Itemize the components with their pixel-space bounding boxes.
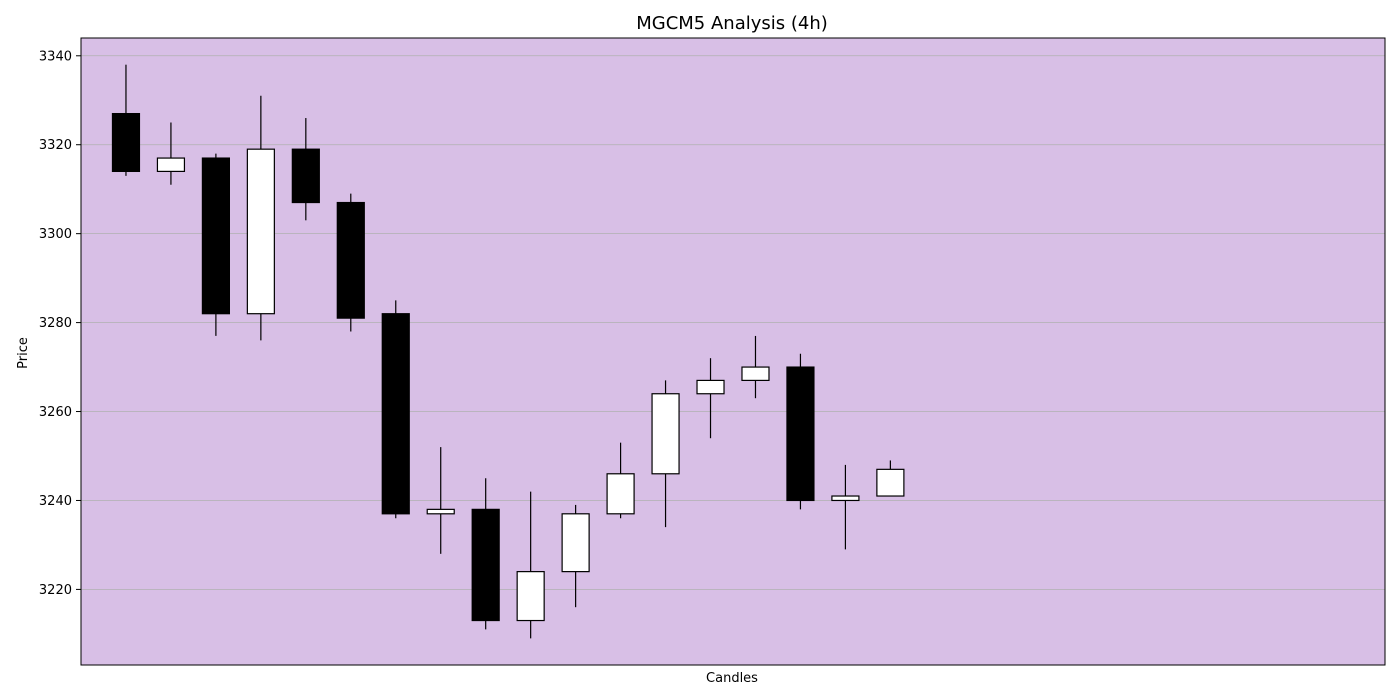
candle-up bbox=[741, 335, 770, 399]
candle-body bbox=[606, 473, 635, 515]
candle-down bbox=[111, 64, 141, 176]
candle-down bbox=[471, 478, 500, 630]
candle-up bbox=[561, 504, 590, 608]
y-axis-label: Price bbox=[16, 337, 31, 369]
candle-up bbox=[696, 358, 725, 439]
plot-area bbox=[80, 37, 1386, 666]
candle-down bbox=[786, 353, 815, 510]
candle-body bbox=[336, 201, 365, 319]
y-tick-label: 3300 bbox=[39, 227, 72, 242]
y-tick-label: 3260 bbox=[39, 405, 72, 420]
y-tick-label: 3340 bbox=[39, 49, 72, 64]
candle-up bbox=[156, 122, 186, 185]
candle-up bbox=[606, 442, 635, 519]
candle-down bbox=[201, 153, 230, 336]
candle-body bbox=[876, 468, 905, 497]
candle-up bbox=[516, 491, 545, 639]
candle-down bbox=[381, 300, 410, 519]
candle-body bbox=[831, 495, 860, 502]
candle-down bbox=[336, 193, 365, 332]
plot-frame bbox=[80, 37, 1386, 666]
candle-body bbox=[696, 379, 725, 395]
candle-body bbox=[516, 571, 545, 622]
candle-down bbox=[291, 118, 320, 221]
x-axis-label: Candles bbox=[706, 671, 758, 686]
y-tick-label: 3320 bbox=[39, 138, 72, 153]
candles bbox=[111, 64, 905, 639]
candle-body bbox=[426, 508, 455, 515]
chart-title: MGCM5 Analysis (4h) bbox=[636, 13, 828, 34]
y-tick-label: 3220 bbox=[39, 583, 72, 598]
candle-body bbox=[471, 508, 500, 622]
candle-body bbox=[201, 157, 230, 315]
candle-up bbox=[246, 95, 275, 341]
y-tick-label: 3280 bbox=[39, 316, 72, 331]
y-tick-label: 3240 bbox=[39, 494, 72, 509]
candle-body bbox=[246, 148, 275, 315]
candle-body bbox=[651, 393, 680, 475]
candle-up bbox=[831, 464, 860, 550]
candle-body bbox=[741, 366, 770, 382]
candle-up bbox=[876, 460, 905, 497]
candle-body bbox=[291, 148, 320, 204]
candle-body bbox=[156, 157, 186, 173]
candle-body bbox=[786, 366, 815, 502]
candle-up bbox=[651, 380, 680, 528]
grid-lines bbox=[81, 55, 1385, 590]
candle-body bbox=[381, 313, 410, 515]
y-axis-ticks: 3220 3240 3260 3280 3300 3320 3340 bbox=[39, 49, 81, 598]
candle-body bbox=[561, 513, 590, 573]
candle-body bbox=[111, 112, 141, 173]
candle-up bbox=[426, 447, 455, 554]
